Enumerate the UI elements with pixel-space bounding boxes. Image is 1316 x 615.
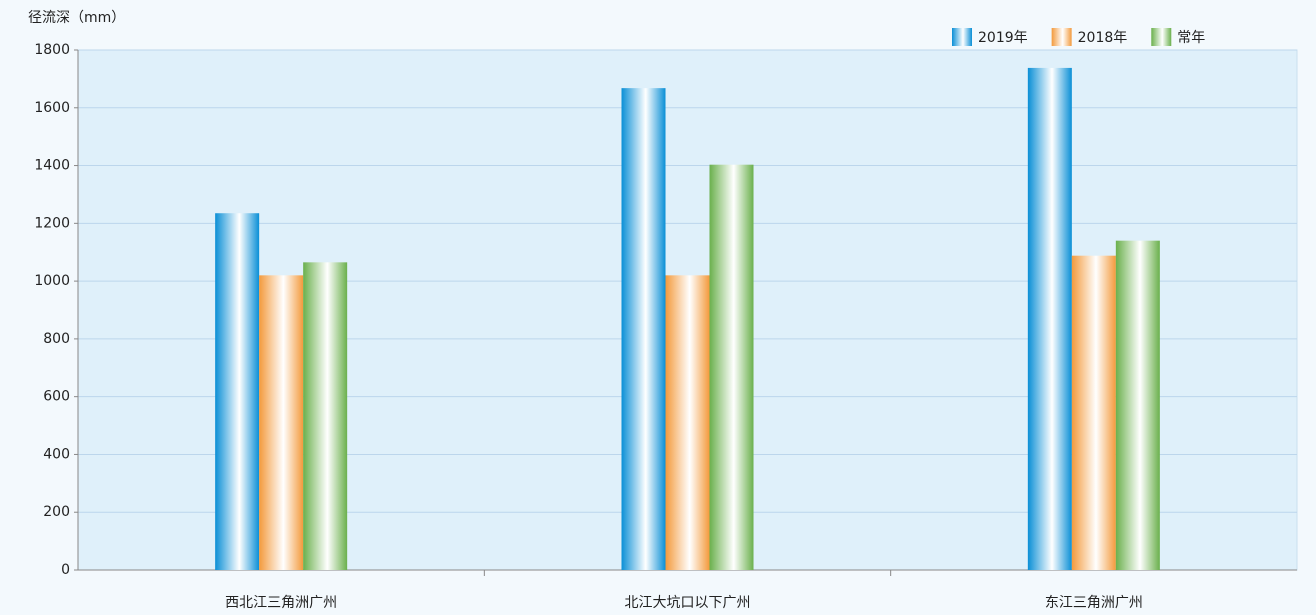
y-tick-label: 400 xyxy=(43,446,70,462)
bar xyxy=(215,213,260,570)
bar xyxy=(1115,240,1160,570)
x-tick-label: 东江三角洲广州 xyxy=(1045,595,1143,611)
legend-swatch xyxy=(952,28,972,46)
legend-swatch xyxy=(1051,28,1072,46)
y-tick-label: 1000 xyxy=(34,273,70,289)
y-tick-label: 1200 xyxy=(34,215,70,231)
legend-label: 2018年 xyxy=(1078,30,1128,46)
x-tick-label: 西北江三角洲广州 xyxy=(225,595,337,611)
y-tick-label: 1400 xyxy=(34,158,70,174)
bar xyxy=(709,164,754,570)
bar xyxy=(303,262,348,570)
y-tick-label: 1800 xyxy=(34,42,70,58)
y-tick-label: 0 xyxy=(61,562,70,578)
y-tick-label: 800 xyxy=(43,331,70,347)
y-tick-label: 200 xyxy=(43,504,70,520)
bar xyxy=(665,275,710,570)
legend-label: 常年 xyxy=(1177,30,1205,46)
y-tick-label: 1600 xyxy=(34,100,70,116)
y-tick-label: 600 xyxy=(43,389,70,405)
bar xyxy=(1027,67,1072,571)
legend-label: 2019年 xyxy=(978,30,1028,46)
x-tick-label: 北江大坑口以下广州 xyxy=(625,595,751,611)
bar xyxy=(259,275,304,570)
bar xyxy=(621,88,666,570)
bar xyxy=(1071,255,1116,570)
y-axis-label: 径流深（mm） xyxy=(28,10,125,26)
legend-swatch xyxy=(1151,28,1172,46)
